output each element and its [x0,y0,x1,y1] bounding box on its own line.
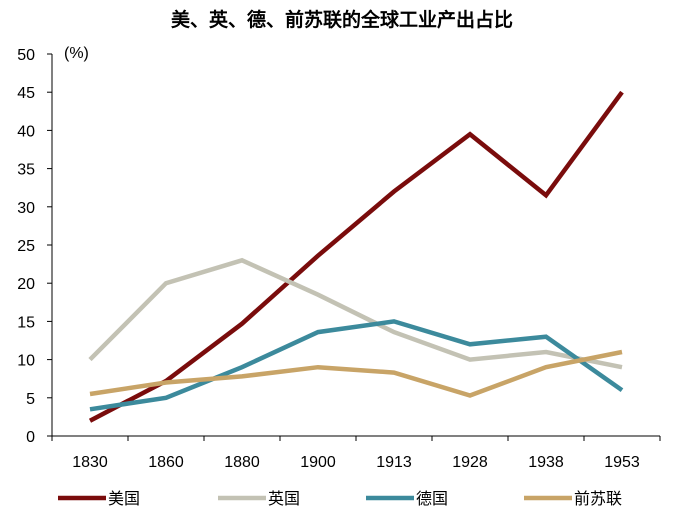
x-tick-label: 1880 [224,454,260,471]
y-tick-label: 30 [17,200,35,217]
series-lines [88,90,624,423]
series-line-3 [89,349,623,398]
legend-label: 前苏联 [574,489,622,508]
y-tick-label: 50 [17,47,35,64]
axes: 0 5 10 15 20 25 30 35 40 45 50 1830 1860 1880 1900 1913… [17,47,661,471]
y-tick-label: 20 [17,276,35,293]
y-tick-label: 0 [26,429,35,446]
y-tick-label: 25 [17,238,35,255]
series-line-1 [88,257,623,370]
x-tick-label: 1860 [148,454,184,471]
y-tick-label: 15 [17,314,35,331]
legend-label: 德国 [416,489,448,508]
series-line-0 [88,90,624,423]
y-tick-label: 45 [17,85,35,102]
y-tick-label: 5 [26,391,35,408]
legend-label: 美国 [108,489,140,508]
x-tick-label: 1928 [452,454,488,471]
unit-label: (%) [64,45,89,62]
legend-item-2: 德国 [366,489,448,508]
x-tick-label: 1938 [528,454,564,471]
series-line-2 [89,319,624,412]
x-tick-label: 1900 [300,454,336,471]
legend-item-3: 前苏联 [524,489,622,508]
x-tick-label: 1953 [604,454,640,471]
x-tick-label: 1830 [72,454,108,471]
legend-label: 英国 [268,489,300,508]
x-tick-label: 1913 [376,454,412,471]
y-tick-label: 10 [17,353,35,370]
y-tick-label: 35 [17,162,35,179]
legend-item-0: 美国 [58,489,140,508]
legend: 美国 英国 德国 前苏联 [58,489,622,508]
chart-title: 美、英、德、前苏联的全球工业产出占比 [171,8,513,31]
legend-item-1: 英国 [218,489,300,508]
y-tick-label: 40 [17,123,35,140]
